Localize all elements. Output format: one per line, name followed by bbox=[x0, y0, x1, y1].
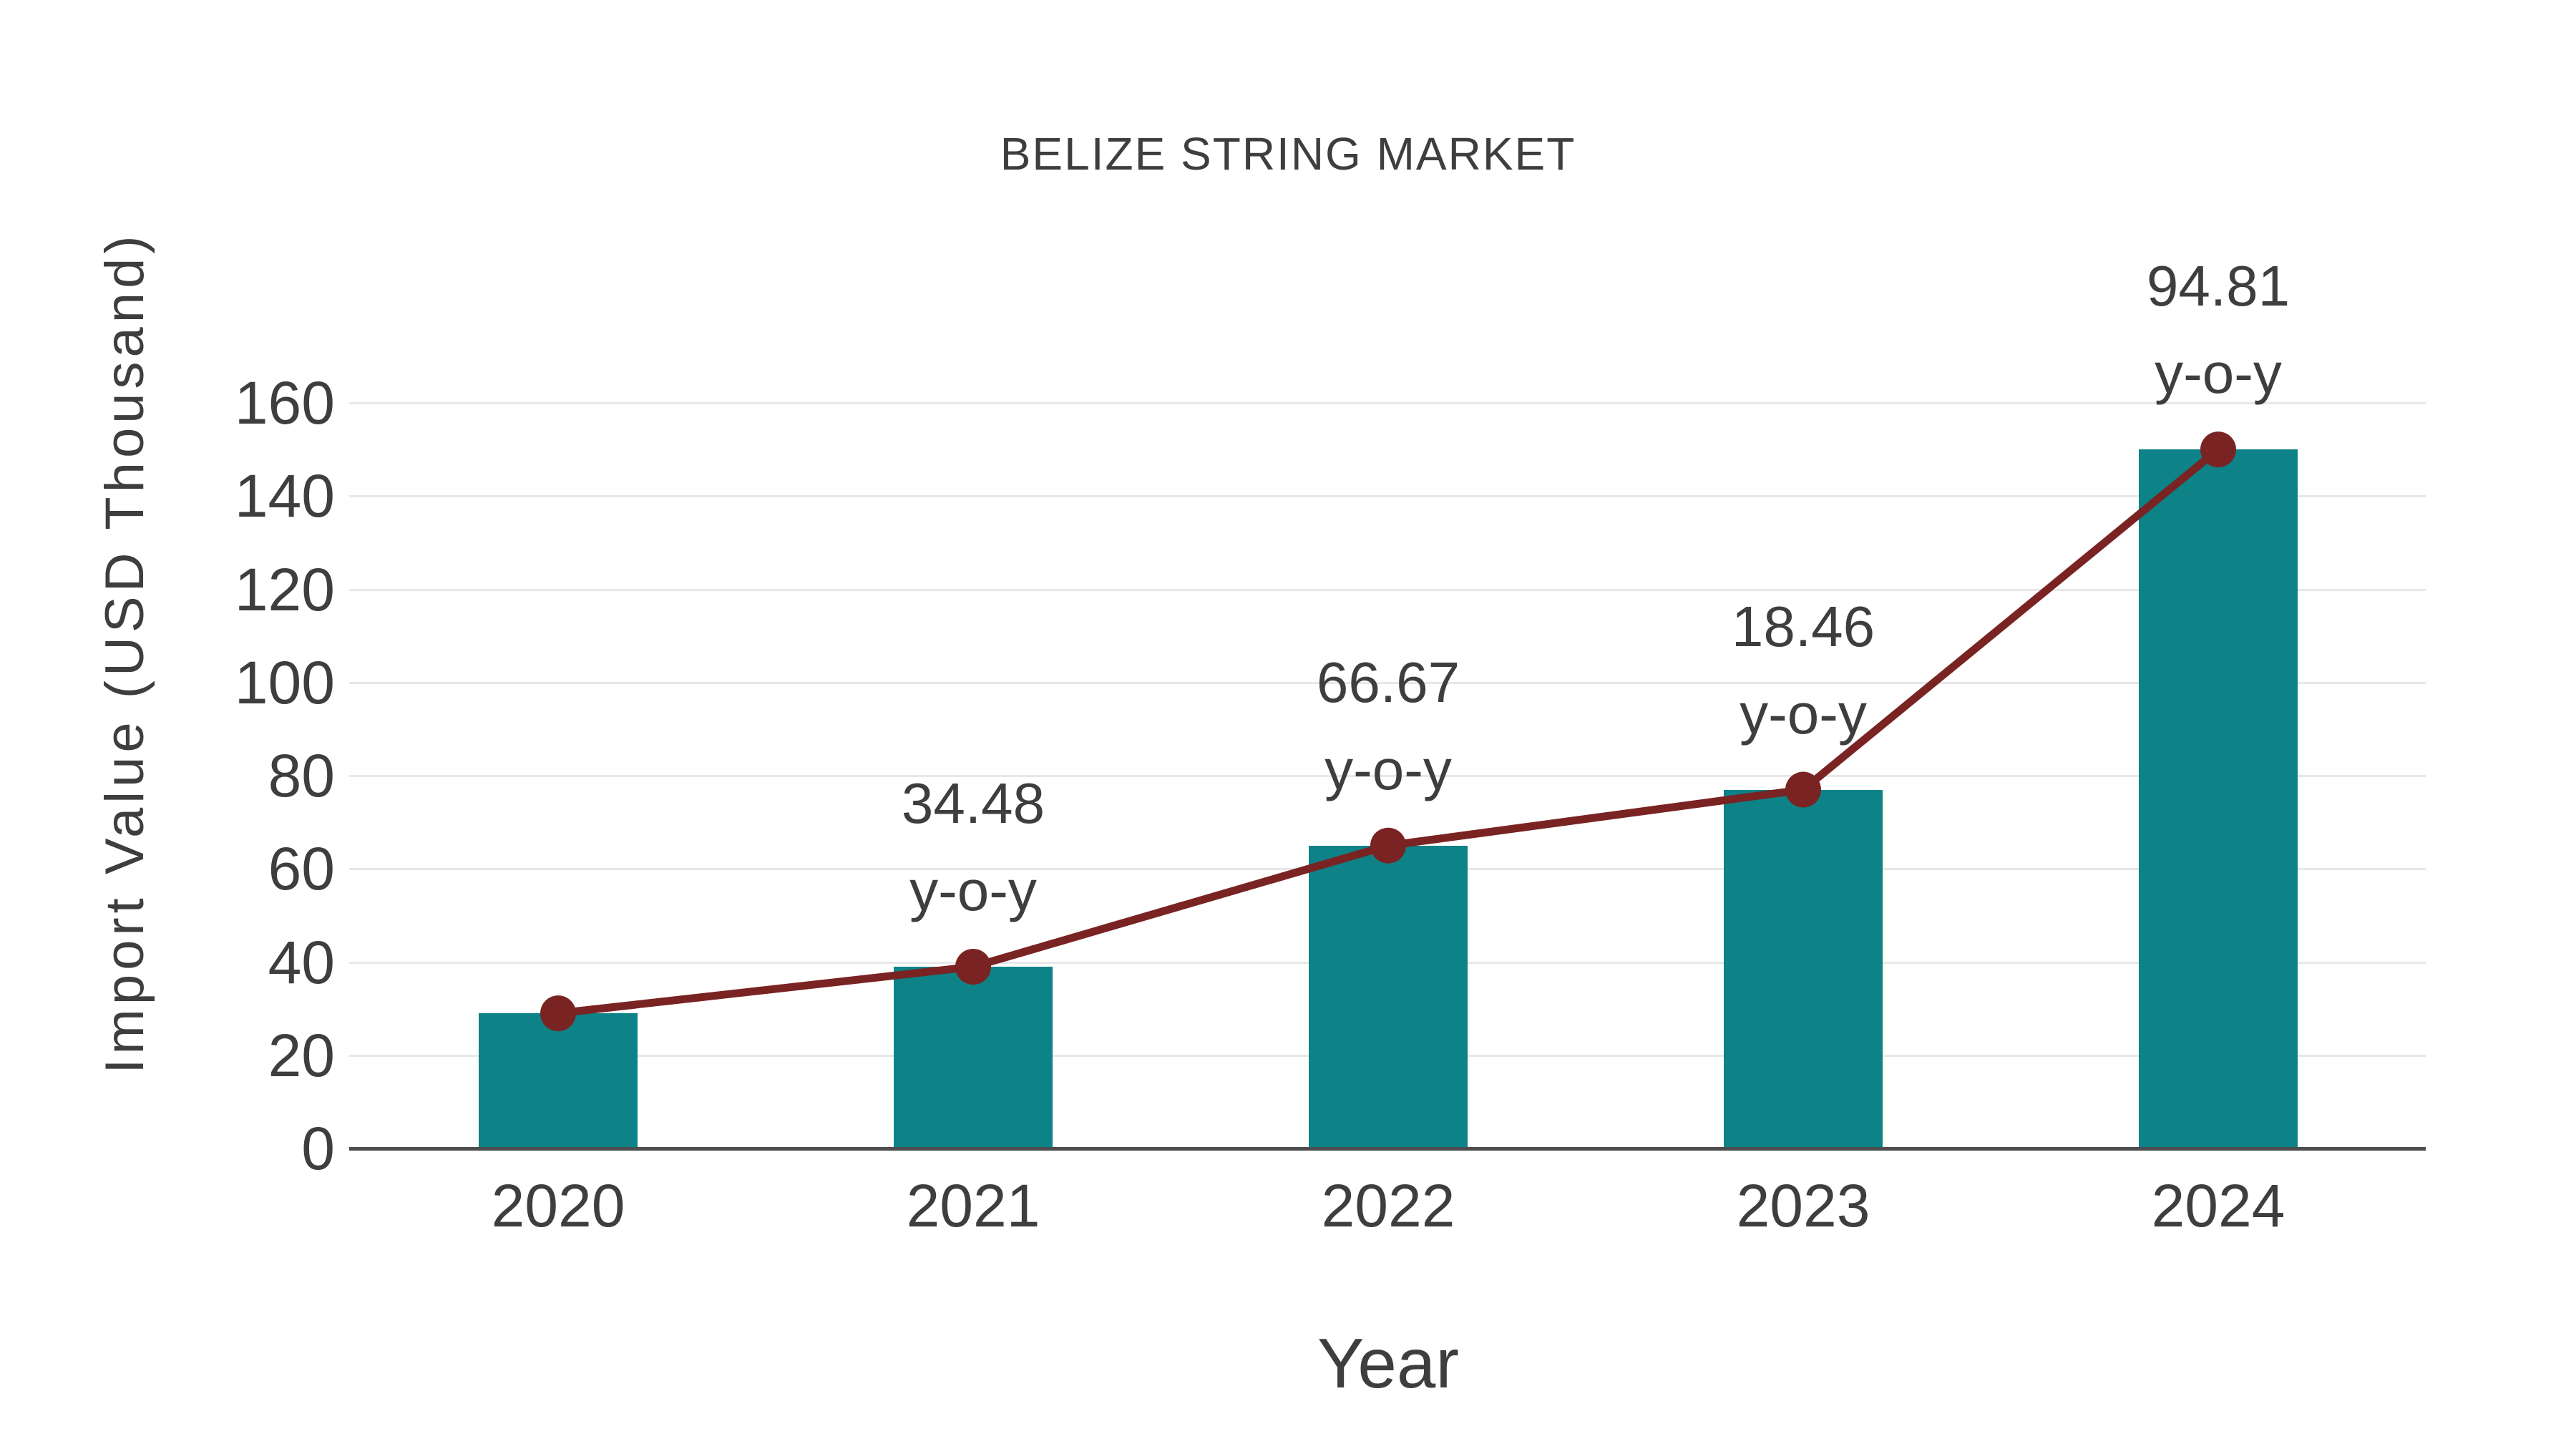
bar-2024 bbox=[2139, 449, 2298, 1148]
annotation-suffix: y-o-y bbox=[1740, 681, 1867, 746]
x-axis-title: Year bbox=[1317, 1324, 1459, 1402]
y-tick-label-60: 60 bbox=[268, 835, 335, 903]
annotation-suffix: y-o-y bbox=[909, 859, 1037, 922]
x-tick-label-2024: 2024 bbox=[2151, 1172, 2285, 1239]
grid-line-80 bbox=[349, 775, 2426, 777]
trend-marker-2024 bbox=[2200, 431, 2236, 468]
y-tick-label-40: 40 bbox=[268, 928, 335, 996]
annotation-value: 34.48 bbox=[901, 771, 1045, 835]
y-tick-label-160: 160 bbox=[234, 369, 335, 436]
grid-line-120 bbox=[349, 588, 2426, 591]
y-tick-label-120: 120 bbox=[234, 555, 335, 623]
annotation-suffix: y-o-y bbox=[2155, 341, 2282, 406]
bar-2021 bbox=[894, 967, 1053, 1148]
trend-marker-2021 bbox=[955, 949, 991, 985]
annotation-suffix: y-o-y bbox=[1324, 737, 1452, 801]
trend-marker-2023 bbox=[1785, 771, 1821, 808]
annotation-2021: 34.48 y-o-y bbox=[787, 760, 1159, 935]
x-axis-line bbox=[349, 1147, 2426, 1151]
x-tick-label-2023: 2023 bbox=[1736, 1172, 1870, 1239]
chart-title: BELIZE STRING MARKET bbox=[1000, 128, 1576, 180]
x-tick-label-2021: 2021 bbox=[906, 1172, 1040, 1239]
annotation-value: 66.67 bbox=[1316, 650, 1460, 714]
x-tick-label-2022: 2022 bbox=[1321, 1172, 1455, 1239]
annotation-value: 94.81 bbox=[2146, 254, 2290, 318]
bar-2020 bbox=[479, 1013, 638, 1148]
y-tick-label-20: 20 bbox=[268, 1021, 335, 1089]
bar-2023 bbox=[1724, 789, 1883, 1148]
annotation-value: 18.46 bbox=[1731, 594, 1875, 658]
y-tick-label-140: 140 bbox=[234, 462, 335, 530]
grid-line-160 bbox=[349, 402, 2426, 404]
trend-marker-2022 bbox=[1370, 827, 1406, 864]
y-tick-label-0: 0 bbox=[301, 1115, 335, 1182]
y-tick-label-100: 100 bbox=[234, 648, 335, 716]
grid-line-140 bbox=[349, 495, 2426, 498]
annotation-2022: 66.67 y-o-y bbox=[1202, 639, 1574, 814]
bar-2022 bbox=[1309, 845, 1468, 1148]
trend-marker-2020 bbox=[540, 995, 576, 1032]
y-tick-label-80: 80 bbox=[268, 742, 335, 809]
annotation-2024: 94.81 y-o-y bbox=[2032, 243, 2404, 417]
x-tick-label-2020: 2020 bbox=[491, 1172, 625, 1239]
grid-line-100 bbox=[349, 681, 2426, 684]
annotation-2023: 18.46 y-o-y bbox=[1617, 583, 1989, 758]
